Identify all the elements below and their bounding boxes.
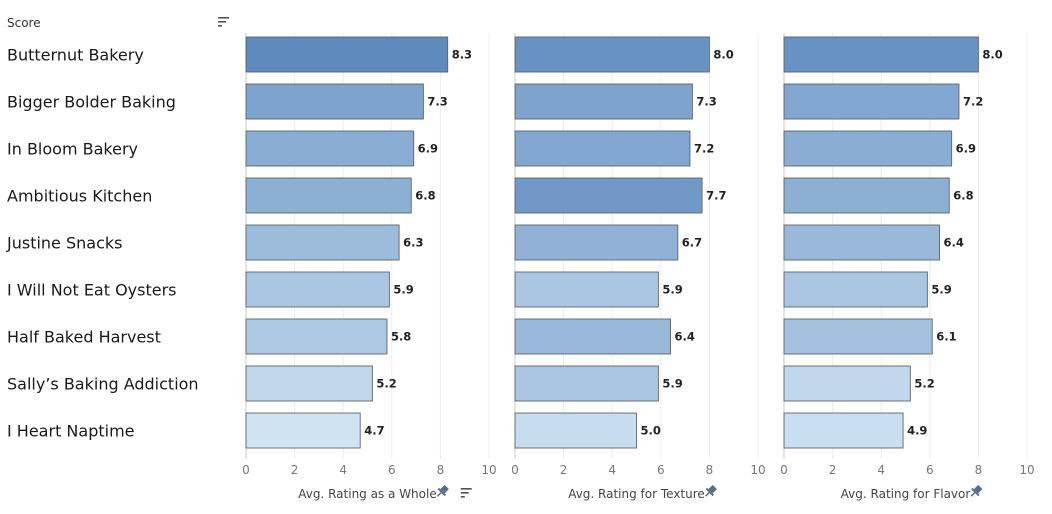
bar[interactable]: [783, 177, 950, 214]
row-label: Bigger Bolder Baking: [7, 93, 176, 112]
bar-value-label: 5.9: [931, 283, 951, 297]
bar-value-label: 5.2: [376, 377, 396, 391]
bar[interactable]: [514, 130, 691, 167]
bar-value-label: 5.9: [662, 377, 682, 391]
bar-value-label: 7.3: [427, 95, 447, 109]
bar[interactable]: [783, 365, 911, 402]
bar-value-label: 7.3: [696, 95, 716, 109]
bar[interactable]: [245, 318, 388, 355]
sort-icon[interactable]: [460, 488, 472, 498]
bar-value-label: 6.7: [682, 236, 702, 250]
axis-title: Avg. Rating for Texture: [568, 487, 705, 501]
panel-2: 8.0 7.3 7.2 7.7 6.7 5.9 6.4 5.9 5.0 0 2 4 6 8 10 Avg. R…: [511, 33, 766, 501]
x-tick-label: 4: [339, 463, 347, 477]
row-label: In Bloom Bakery: [7, 140, 138, 159]
x-tick-label: 10: [481, 463, 496, 477]
bar-value-label: 5.8: [391, 330, 411, 344]
x-tick-label: 0: [242, 463, 250, 477]
axis-title: Avg. Rating for Flavor: [841, 487, 971, 501]
bar[interactable]: [514, 83, 693, 120]
bar-value-label: 5.2: [914, 377, 934, 391]
bar[interactable]: [245, 412, 361, 449]
row-label: I Will Not Eat Oysters: [7, 281, 177, 300]
bar[interactable]: [245, 177, 412, 214]
bar[interactable]: [783, 318, 933, 355]
bar[interactable]: [783, 271, 928, 308]
x-tick-label: 8: [437, 463, 445, 477]
row-label: I Heart Naptime: [7, 422, 135, 441]
bar-value-label: 4.7: [364, 424, 384, 438]
x-tick-label: 2: [560, 463, 568, 477]
bar[interactable]: [245, 130, 415, 167]
x-tick-label: 4: [877, 463, 885, 477]
x-tick-label: 8: [706, 463, 714, 477]
x-tick-label: 4: [608, 463, 616, 477]
bar-value-label: 6.8: [415, 189, 435, 203]
bar-value-label: 6.4: [944, 236, 964, 250]
bar-value-label: 6.9: [956, 142, 976, 156]
bar[interactable]: [783, 412, 904, 449]
bar[interactable]: [514, 412, 637, 449]
x-tick-label: 6: [926, 463, 934, 477]
bar-value-label: 6.4: [675, 330, 695, 344]
bar[interactable]: [783, 36, 979, 73]
bar-value-label: 6.1: [936, 330, 956, 344]
bar-value-label: 8.0: [982, 48, 1002, 62]
bar[interactable]: [245, 365, 373, 402]
bar[interactable]: [245, 36, 449, 73]
bar-value-label: 8.0: [713, 48, 733, 62]
bar[interactable]: [514, 36, 710, 73]
row-label: Justine Snacks: [6, 234, 122, 253]
bar[interactable]: [245, 271, 390, 308]
panel-1: 8.3 7.3 6.9 6.8 6.3 5.9 5.8 5.2 4.7 0 2 4 6 8 10 Avg. R…: [242, 33, 497, 501]
row-header: Score: [7, 16, 41, 30]
bar-value-label: 5.0: [641, 424, 661, 438]
bar-value-label: 6.3: [403, 236, 423, 250]
sort-icon[interactable]: [218, 17, 229, 27]
bar[interactable]: [245, 83, 424, 120]
x-tick-label: 0: [780, 463, 788, 477]
bar-value-label: 5.9: [662, 283, 682, 297]
bar-value-label: 5.9: [393, 283, 413, 297]
bar[interactable]: [514, 224, 679, 261]
bar-value-label: 6.9: [418, 142, 438, 156]
row-label: Butternut Bakery: [7, 46, 144, 65]
bar-value-label: 4.9: [907, 424, 927, 438]
panel-3: 8.0 7.2 6.9 6.8 6.4 5.9 6.1 5.2 4.9 0 2 4 6 8 10 Avg. R…: [780, 33, 1035, 501]
bar-value-label: 8.3: [452, 48, 472, 62]
row-label: Ambitious Kitchen: [7, 187, 152, 206]
row-label: Sally’s Baking Addiction: [7, 375, 199, 394]
bar[interactable]: [514, 365, 659, 402]
x-tick-label: 2: [291, 463, 299, 477]
bar[interactable]: [783, 83, 960, 120]
bar[interactable]: [514, 177, 703, 214]
bar-value-label: 6.8: [953, 189, 973, 203]
bar-value-label: 7.7: [706, 189, 726, 203]
bar[interactable]: [783, 224, 940, 261]
x-tick-label: 8: [975, 463, 983, 477]
row-label: Half Baked Harvest: [7, 328, 161, 347]
bar[interactable]: [514, 271, 659, 308]
x-tick-label: 6: [657, 463, 665, 477]
x-tick-label: 2: [829, 463, 837, 477]
bar[interactable]: [245, 224, 400, 261]
x-tick-label: 6: [388, 463, 396, 477]
x-tick-label: 10: [1019, 463, 1034, 477]
bar-value-label: 7.2: [694, 142, 714, 156]
bar-value-label: 7.2: [963, 95, 983, 109]
axis-title: Avg. Rating as a Whole: [298, 487, 436, 501]
x-tick-label: 10: [750, 463, 765, 477]
bar[interactable]: [783, 130, 953, 167]
x-tick-label: 0: [511, 463, 519, 477]
bar[interactable]: [514, 318, 671, 355]
